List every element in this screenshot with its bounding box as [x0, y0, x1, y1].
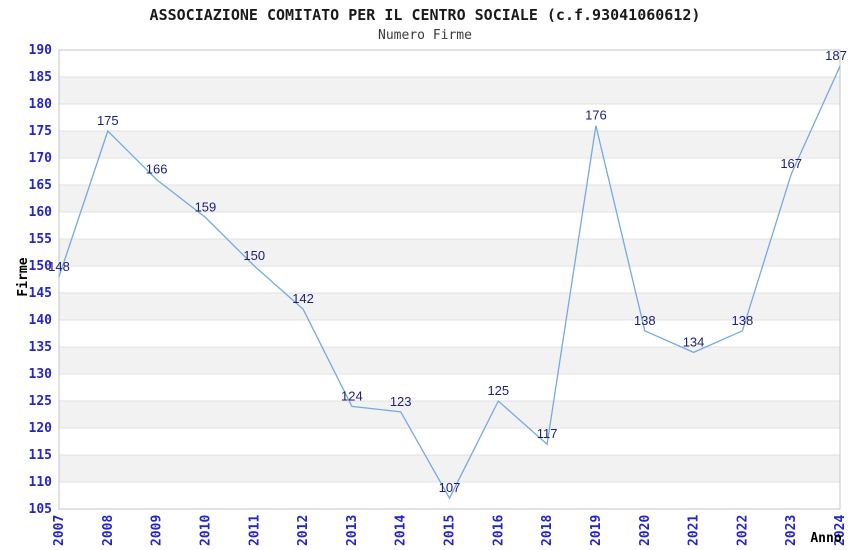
stripe-band: [59, 347, 840, 374]
y-tick-label: 145: [29, 286, 52, 301]
stripe-band: [59, 77, 840, 104]
x-tick-label: 2010: [198, 515, 213, 546]
gridlines: [59, 49, 840, 510]
x-tick-label: 2012: [296, 515, 311, 546]
y-tick-label: 110: [29, 475, 53, 490]
y-tick-label: 140: [29, 313, 53, 328]
x-axis-title: Anno: [810, 531, 841, 546]
x-axis-tick-labels: 2007 2008 2009 2010 2011 2012 2013 2014 2015 2016…: [52, 515, 848, 546]
y-tick-label: 115: [29, 448, 52, 463]
y-tick-label: 180: [29, 97, 53, 112]
x-tick-label: 2019: [589, 515, 604, 546]
y-tick-label: 160: [29, 205, 53, 220]
data-point-label: 138: [634, 313, 656, 328]
data-point-label: 125: [487, 383, 509, 398]
x-tick-label: 2014: [394, 515, 409, 546]
x-tick-label: 2023: [784, 515, 799, 546]
y-axis-tick-labels: 105 110 115 120 125 130 135 140 145 150 155 160 165 1…: [29, 43, 53, 517]
data-point-label: 124: [341, 388, 363, 403]
y-tick-label: 130: [29, 367, 53, 382]
data-point-label: 134: [683, 334, 705, 349]
y-tick-label: 105: [29, 502, 52, 517]
data-point-label: 123: [390, 394, 412, 409]
x-tick-label: 2024: [833, 515, 848, 546]
y-axis-title: Firme: [16, 257, 31, 296]
data-point-label: 150: [243, 248, 265, 263]
x-tick-label: 2021: [687, 515, 702, 546]
y-tick-label: 125: [29, 394, 52, 409]
y-tick-label: 175: [29, 124, 52, 139]
data-point-label: 159: [195, 199, 217, 214]
data-point-label: 117: [537, 426, 558, 441]
data-point-label: 166: [146, 162, 168, 177]
plot-stripe-bands: [59, 77, 840, 482]
stripe-band: [59, 293, 840, 320]
x-tick-label: 2018: [540, 515, 555, 546]
x-tick-label: 2011: [247, 515, 262, 546]
stripe-band: [59, 185, 840, 212]
data-point-label: 176: [585, 108, 607, 123]
data-point-label: 148: [48, 259, 70, 274]
y-tick-label: 120: [29, 421, 53, 436]
x-tick-label: 2007: [52, 515, 67, 546]
chart-subtitle: Numero Firme: [378, 28, 472, 43]
y-tick-label: 170: [29, 151, 53, 166]
x-tick-label: 2020: [638, 515, 653, 546]
y-tick-label: 135: [29, 340, 52, 355]
x-tick-label: 2015: [443, 515, 458, 546]
x-tick-label: 2022: [735, 515, 750, 546]
chart-title: ASSOCIAZIONE COMITATO PER IL CENTRO SOCI…: [150, 6, 701, 24]
stripe-band: [59, 401, 840, 428]
y-tick-label: 190: [29, 43, 53, 58]
x-tick-label: 2016: [491, 515, 506, 546]
stripe-band: [59, 239, 840, 266]
y-tick-label: 185: [29, 70, 52, 85]
y-tick-label: 150: [29, 259, 53, 274]
series-line: [58, 65, 841, 500]
x-tick-label: 2009: [150, 515, 165, 546]
data-point-label: 187: [825, 48, 847, 63]
plot-border: [58, 49, 841, 510]
y-tick-label: 165: [29, 178, 52, 193]
data-point-label: 142: [292, 291, 314, 306]
x-tick-label: 2013: [345, 515, 360, 546]
data-point-label: 175: [97, 113, 119, 128]
stripe-band: [59, 455, 840, 482]
data-point-labels: 148 175 166 159 150 142 124 123 107 125 117 176 138 1…: [48, 48, 847, 495]
x-tick-label: 2008: [101, 515, 116, 546]
stripe-band: [59, 131, 840, 158]
data-point-label: 107: [439, 480, 461, 495]
data-point-label: 138: [732, 313, 754, 328]
data-point-label: 167: [780, 156, 802, 171]
y-tick-label: 155: [29, 232, 52, 247]
